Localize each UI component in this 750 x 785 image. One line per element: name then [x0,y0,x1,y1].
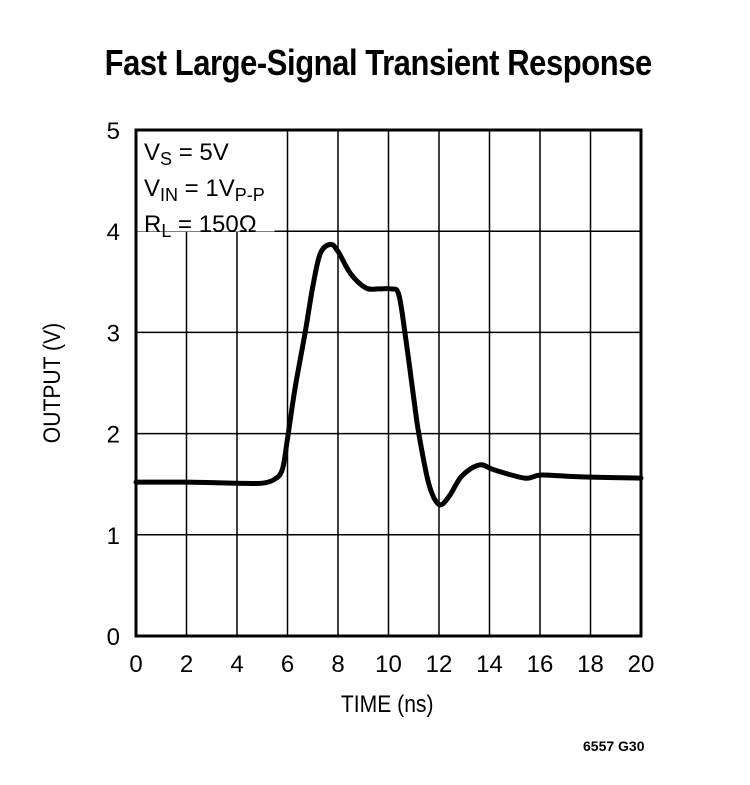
output-curve [133,241,644,508]
svg-text:2: 2 [107,422,120,449]
grid-lines [136,130,641,636]
svg-text:4: 4 [230,651,243,678]
svg-text:12: 12 [426,651,453,678]
x-tick-labels: 0 2 4 6 8 10 12 14 16 18 20 [129,651,654,678]
svg-text:0: 0 [129,651,142,678]
legend-vin: VIN = 1VP-P [144,175,265,205]
y-tick-labels: 0 1 2 3 4 5 [107,118,120,651]
legend: VS = 5V VIN = 1VP-P RL = 150Ω [144,138,265,246]
svg-text:2: 2 [180,651,193,678]
svg-text:18: 18 [577,651,604,678]
svg-text:8: 8 [331,651,344,678]
legend-vs: VS = 5V [144,139,229,169]
svg-text:6: 6 [281,651,294,678]
plot-frame [134,128,643,638]
x-axis-label: TIME (ns) [341,691,434,718]
svg-text:0: 0 [107,624,120,651]
svg-text:14: 14 [476,651,503,678]
svg-text:1: 1 [107,523,120,550]
figure-id: 6557 G30 [583,738,645,754]
y-axis-label: OUTPUT (V) [39,323,66,443]
svg-text:20: 20 [628,651,655,678]
svg-text:4: 4 [107,219,120,246]
svg-text:10: 10 [375,651,402,678]
svg-text:16: 16 [527,651,554,678]
legend-rl: RL = 150Ω [144,211,257,241]
legend-background [137,131,275,232]
svg-text:5: 5 [107,118,120,145]
svg-text:3: 3 [107,320,120,347]
chart-title: Fast Large-Signal Transient Response [104,42,653,83]
